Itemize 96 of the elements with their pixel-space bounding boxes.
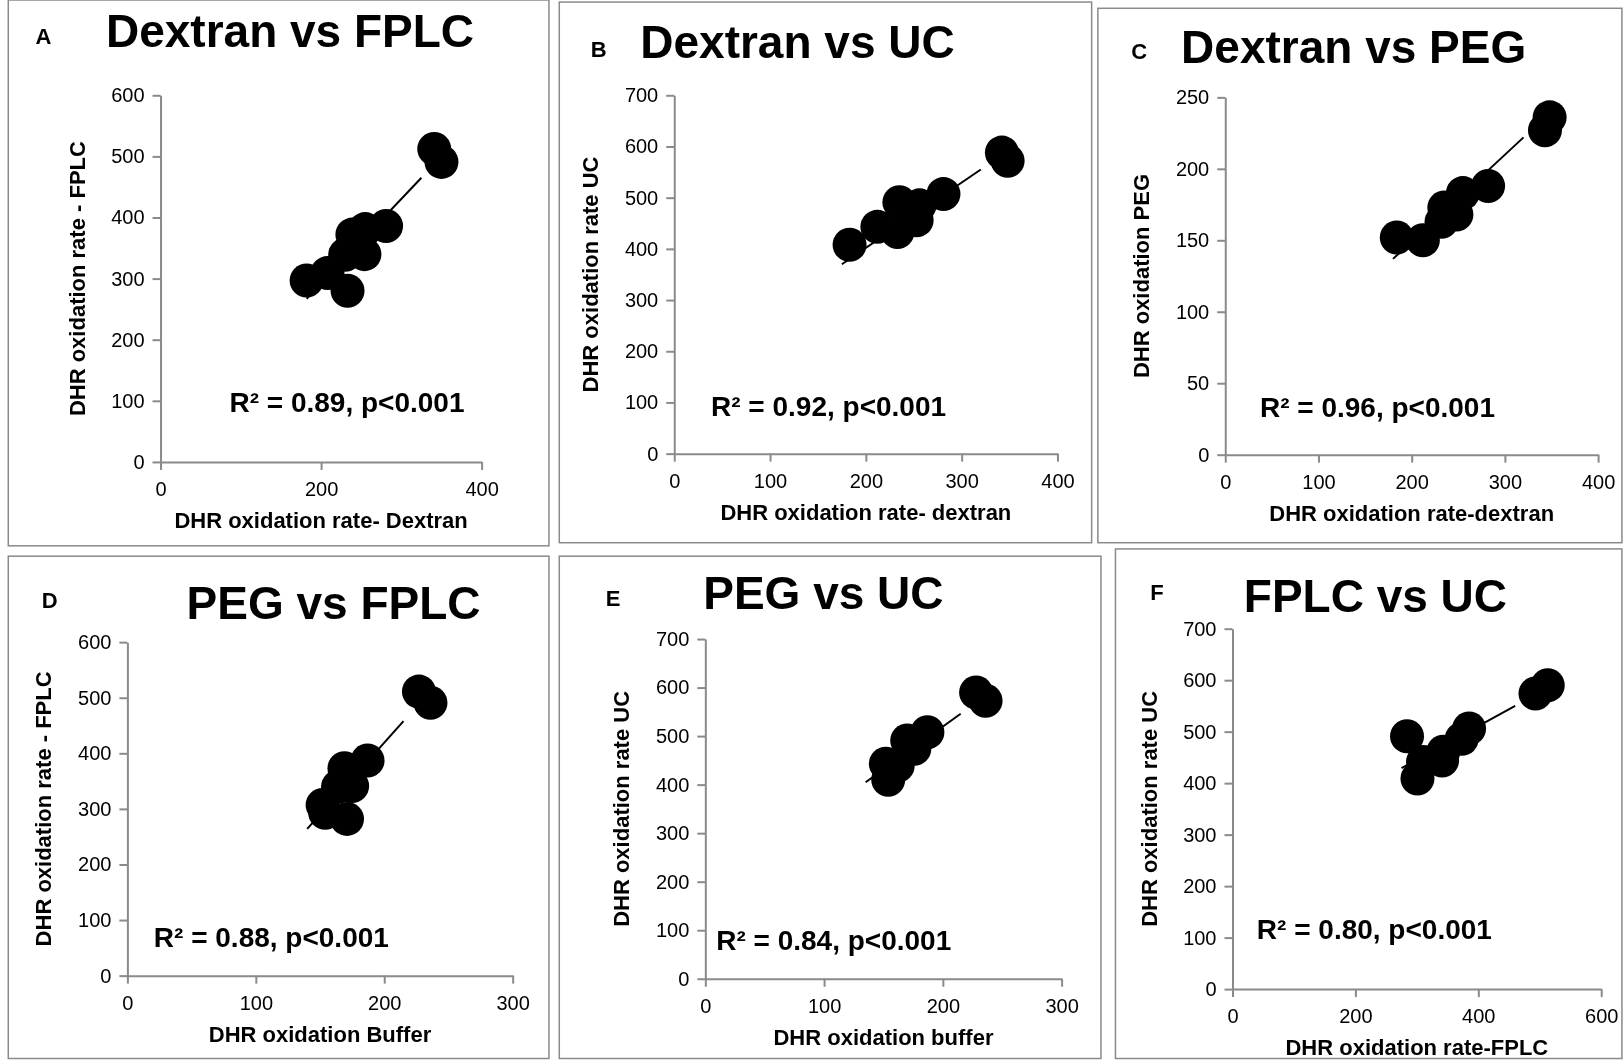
x-axis-title: DHR oxidation rate- dextran	[720, 499, 1012, 525]
x-tick-label: 200	[1395, 470, 1429, 493]
chart-title: PEG vs FPLC	[186, 576, 481, 629]
y-tick-label: 0	[1198, 443, 1210, 466]
x-tick-label: 0	[1220, 470, 1232, 493]
x-tick-label: 300	[496, 991, 530, 1014]
y-tick-label: 400	[78, 742, 112, 765]
annotation: R² = 0.80, p<0.001	[1256, 913, 1492, 945]
y-tick-label: 500	[111, 145, 145, 168]
y-tick-label: 500	[1183, 720, 1217, 743]
x-tick-label: 0	[155, 478, 167, 501]
y-tick-label: 100	[624, 391, 659, 414]
y-axis-title: DHR oxidation rate UC	[609, 690, 635, 927]
y-axis-title: DHR oxidation rate - FPLC	[31, 671, 57, 947]
x-tick-label: 100	[239, 991, 274, 1014]
y-tick-label: 200	[78, 853, 112, 876]
y-tick-label: 100	[78, 908, 112, 931]
y-tick-label: 400	[655, 773, 690, 796]
x-tick-label: 0	[1227, 1005, 1239, 1028]
y-tick-label: 300	[624, 288, 659, 311]
annotation: R² = 0.89, p<0.001	[229, 386, 465, 418]
x-tick-label: 100	[807, 994, 842, 1017]
y-tick-label: 300	[111, 267, 145, 290]
y-tick-label: 700	[655, 627, 690, 650]
y-tick-label: 500	[78, 686, 112, 709]
y-tick-label: 200	[111, 328, 145, 351]
annotation: R² = 0.84, p<0.001	[716, 925, 952, 957]
x-tick-label: 300	[1488, 470, 1523, 493]
annotation: R² = 0.88, p<0.001	[153, 922, 389, 954]
x-axis-title: DHR oxidation rate-dextran	[1269, 500, 1555, 526]
x-tick-label: 200	[1339, 1005, 1373, 1028]
y-tick-label: 300	[78, 797, 112, 820]
y-tick-label: 150	[1175, 229, 1210, 252]
y-tick-label: 100	[111, 389, 145, 412]
x-tick-label: 200	[849, 469, 884, 492]
annotation: R² = 0.92, p<0.001	[711, 390, 947, 422]
x-tick-label: 300	[945, 469, 979, 492]
y-tick-label: 600	[1183, 669, 1217, 692]
y-tick-label: 0	[678, 967, 690, 990]
x-tick-label: 400	[1462, 1005, 1496, 1028]
x-tick-label: 100	[1302, 470, 1336, 493]
x-tick-label: 100	[753, 469, 788, 492]
x-axis-title: DHR oxidation buffer	[773, 1024, 994, 1050]
y-tick-label: 400	[1183, 772, 1217, 795]
text: B	[590, 37, 607, 63]
y-tick-label: 250	[1175, 86, 1210, 109]
y-tick-label: 300	[1183, 823, 1217, 846]
y-tick-label: 100	[1183, 926, 1217, 949]
y-tick-label: 700	[1183, 617, 1217, 640]
y-tick-label: 200	[655, 870, 690, 893]
y-tick-label: 200	[1183, 875, 1217, 898]
y-tick-label: 50	[1187, 372, 1210, 395]
y-tick-label: 200	[1175, 157, 1210, 180]
y-tick-label: 100	[1175, 300, 1210, 323]
y-axis-title: DHR oxidation rate UC	[1136, 690, 1162, 927]
x-tick-label: 200	[926, 994, 961, 1017]
x-axis-title: DHR oxidation Buffer	[208, 1021, 432, 1047]
x-axis-title: DHR oxidation rate-FPLC	[1285, 1035, 1549, 1061]
text: F	[1150, 580, 1164, 606]
y-tick-label: 600	[111, 84, 145, 107]
text: E	[605, 586, 621, 612]
text: C	[1131, 39, 1148, 65]
y-axis-title: DHR oxidation rate UC	[578, 156, 604, 393]
chart-title: Dextran vs UC	[640, 15, 955, 68]
y-tick-label: 0	[647, 442, 659, 465]
x-tick-label: 0	[700, 994, 712, 1017]
x-tick-label: 200	[368, 991, 402, 1014]
chart-title: FPLC vs UC	[1243, 569, 1508, 622]
text: A	[35, 23, 52, 49]
y-tick-label: 500	[624, 186, 659, 209]
y-tick-label: 300	[655, 822, 690, 845]
x-tick-label: 200	[304, 478, 339, 501]
x-tick-label: 400	[1041, 469, 1075, 492]
x-tick-label: 400	[1581, 470, 1616, 493]
chart-title: Dextran vs PEG	[1181, 20, 1527, 73]
y-tick-label: 400	[624, 237, 659, 260]
y-axis-title: DHR oxidation PEG	[1129, 173, 1155, 379]
y-tick-label: 400	[111, 206, 145, 229]
text: D	[41, 588, 58, 614]
y-tick-label: 600	[655, 676, 690, 699]
chart-title: PEG vs UC	[703, 566, 944, 619]
y-tick-label: 0	[100, 964, 112, 987]
x-tick-label: 400	[465, 478, 499, 501]
x-tick-label: 600	[1585, 1005, 1619, 1028]
annotation: R² = 0.96, p<0.001	[1259, 391, 1496, 423]
y-tick-label: 600	[624, 135, 659, 158]
y-tick-label: 200	[624, 340, 659, 363]
y-tick-label: 600	[78, 631, 112, 654]
y-tick-label: 100	[655, 919, 690, 942]
x-axis-title: DHR oxidation rate- Dextran	[174, 507, 468, 533]
y-tick-label: 0	[133, 450, 145, 473]
x-tick-label: 300	[1045, 994, 1079, 1017]
y-tick-label: 700	[624, 84, 659, 107]
y-axis-title: DHR oxidation rate - FPLC	[64, 140, 90, 417]
y-tick-label: 500	[655, 725, 690, 747]
chart-title: Dextran vs FPLC	[105, 5, 475, 58]
